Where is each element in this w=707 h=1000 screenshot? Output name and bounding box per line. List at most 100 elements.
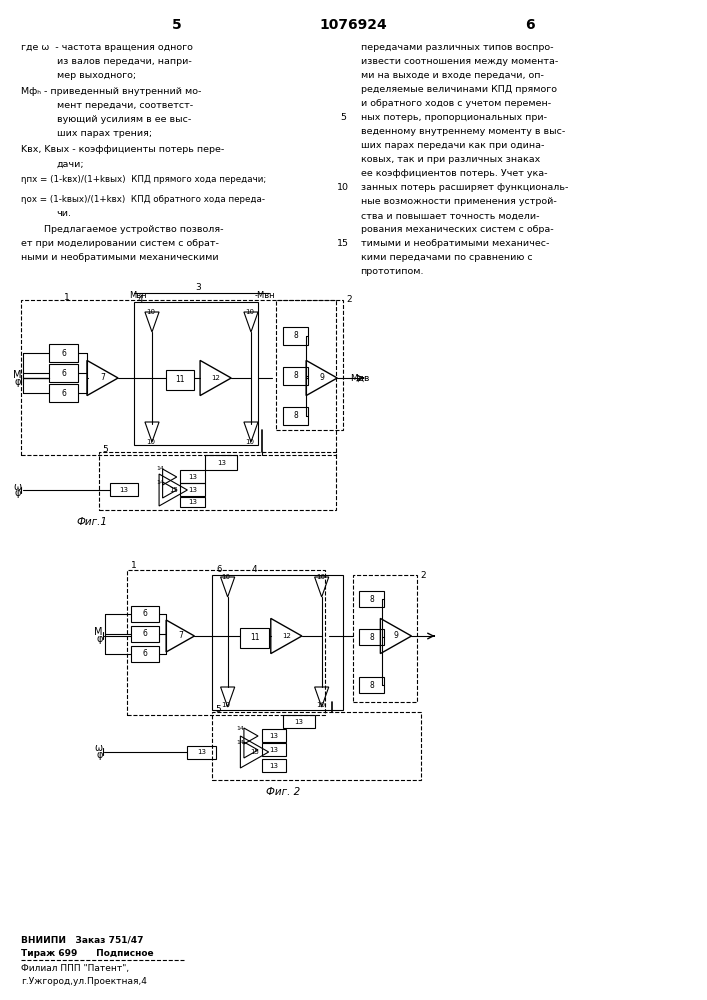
Text: 10: 10 <box>245 439 255 445</box>
Text: 6: 6 <box>216 566 222 574</box>
Text: 13: 13 <box>295 719 303 725</box>
Text: 13: 13 <box>269 733 278 739</box>
Text: 5: 5 <box>340 113 346 122</box>
Text: 4: 4 <box>138 296 144 304</box>
Bar <box>180 497 205 507</box>
Bar <box>99 452 336 510</box>
Bar <box>354 575 417 702</box>
Bar <box>359 677 384 693</box>
Bar <box>283 327 308 345</box>
Text: веденному внутреннему моменту в выс-: веденному внутреннему моменту в выс- <box>361 127 565 136</box>
Text: ω: ω <box>13 482 21 492</box>
Text: 6: 6 <box>62 349 66 358</box>
Text: Mвн: Mвн <box>129 290 146 300</box>
Text: 12: 12 <box>282 633 291 639</box>
Text: прототипом.: прототипом. <box>361 267 424 276</box>
Text: 15: 15 <box>337 239 349 248</box>
Bar <box>283 367 308 385</box>
Bar <box>127 570 325 715</box>
Text: 13: 13 <box>269 747 278 753</box>
Text: Фиг. 2: Фиг. 2 <box>266 787 300 797</box>
Text: 10: 10 <box>146 309 156 315</box>
Text: где ω  - частота вращения одного: где ω - частота вращения одного <box>21 43 193 52</box>
Text: 15: 15 <box>250 749 259 755</box>
Text: 2: 2 <box>421 570 426 580</box>
Bar <box>21 300 336 455</box>
Text: ω: ω <box>95 743 103 753</box>
Text: 7: 7 <box>178 632 182 641</box>
Text: 2: 2 <box>346 296 352 304</box>
Text: ших парах трения;: ших парах трения; <box>57 129 152 138</box>
Bar <box>110 483 138 496</box>
Text: 1: 1 <box>64 292 70 302</box>
Text: 13: 13 <box>189 487 197 493</box>
Bar <box>359 591 384 607</box>
Text: 13: 13 <box>189 474 197 480</box>
Text: и обратного ходов с учетом перемен-: и обратного ходов с учетом перемен- <box>361 100 551 108</box>
Text: г.Ужгород,ул.Проектная,4: г.Ужгород,ул.Проектная,4 <box>21 976 147 986</box>
Text: 5: 5 <box>103 444 108 454</box>
Bar <box>49 384 78 402</box>
Text: 10: 10 <box>221 574 230 580</box>
Text: 8: 8 <box>370 594 374 603</box>
Text: ее коэффициентов потерь. Учет ука-: ее коэффициентов потерь. Учет ука- <box>361 169 547 178</box>
Bar <box>262 759 286 772</box>
Text: 14: 14 <box>156 466 164 472</box>
Text: 13: 13 <box>217 460 226 466</box>
Text: 10: 10 <box>316 702 325 708</box>
Text: 1: 1 <box>131 560 136 570</box>
Text: извести соотношения между момента-: извести соотношения между момента- <box>361 57 558 66</box>
Text: ковых, так и при различных знаках: ковых, так и при различных знаках <box>361 155 540 164</box>
Text: 8: 8 <box>293 412 298 420</box>
Text: 3: 3 <box>195 282 201 292</box>
Text: занных потерь расширяет функциональ-: занных потерь расширяет функциональ- <box>361 184 568 192</box>
Text: 8: 8 <box>293 371 298 380</box>
Text: дачи;: дачи; <box>57 159 84 168</box>
Text: 12: 12 <box>211 375 220 381</box>
Text: 14: 14 <box>237 740 245 744</box>
Text: 6: 6 <box>62 368 66 377</box>
Bar <box>212 575 343 710</box>
Text: 7: 7 <box>100 373 105 382</box>
Text: рования механических систем с обра-: рования механических систем с обра- <box>361 226 553 234</box>
Text: ределяемые величинами КПД прямого: ределяемые величинами КПД прямого <box>361 86 556 95</box>
Text: 10: 10 <box>221 702 230 708</box>
Text: 4: 4 <box>252 566 257 574</box>
Text: Предлагаемое устройство позволя-: Предлагаемое устройство позволя- <box>35 226 224 234</box>
Text: ηох = (1-kвых)/(1+kвх)  КПД обратного хода переда-: ηох = (1-kвых)/(1+kвх) КПД обратного ход… <box>21 196 265 205</box>
Text: 8: 8 <box>370 680 374 690</box>
Bar <box>262 729 286 742</box>
Text: φ: φ <box>15 488 21 498</box>
Text: 8: 8 <box>370 633 374 642</box>
Text: 11: 11 <box>175 375 185 384</box>
Text: ства и повышает точность модели-: ства и повышает точность модели- <box>361 212 539 221</box>
Text: Mфₕ - приведенный внутренний мо-: Mфₕ - приведенный внутренний мо- <box>21 88 201 97</box>
Bar <box>205 455 237 470</box>
Text: 15: 15 <box>169 487 177 493</box>
Text: передачами различных типов воспро-: передачами различных типов воспро- <box>361 43 553 52</box>
Bar <box>131 646 159 662</box>
Text: Mдв: Mдв <box>350 373 369 382</box>
Text: мент передачи, соответст-: мент передачи, соответст- <box>57 102 193 110</box>
Bar <box>49 364 78 382</box>
Bar <box>359 629 384 645</box>
Text: ет при моделировании систем с обрат-: ет при моделировании систем с обрат- <box>21 239 219 248</box>
Text: 6: 6 <box>525 18 535 32</box>
Text: вующий усилиям в ее выс-: вующий усилиям в ее выс- <box>57 115 191 124</box>
Bar <box>166 370 194 390</box>
Text: 14: 14 <box>237 726 245 730</box>
Text: M: M <box>94 627 103 637</box>
Text: чи.: чи. <box>57 210 71 219</box>
Text: 10: 10 <box>245 309 255 315</box>
Bar <box>262 743 286 756</box>
Text: 13: 13 <box>189 499 197 505</box>
Text: Kвх, Kвых - коэффициенты потерь пере-: Kвх, Kвых - коэффициенты потерь пере- <box>21 145 224 154</box>
Bar <box>212 712 421 780</box>
Text: кими передачами по сравнению с: кими передачами по сравнению с <box>361 253 532 262</box>
Text: ными и необратимыми механическими: ными и необратимыми механическими <box>21 253 219 262</box>
Text: 10: 10 <box>316 574 325 580</box>
Text: 13: 13 <box>197 749 206 755</box>
Text: 10: 10 <box>146 439 156 445</box>
Text: φ: φ <box>15 377 21 387</box>
Text: мер выходного;: мер выходного; <box>57 72 136 81</box>
